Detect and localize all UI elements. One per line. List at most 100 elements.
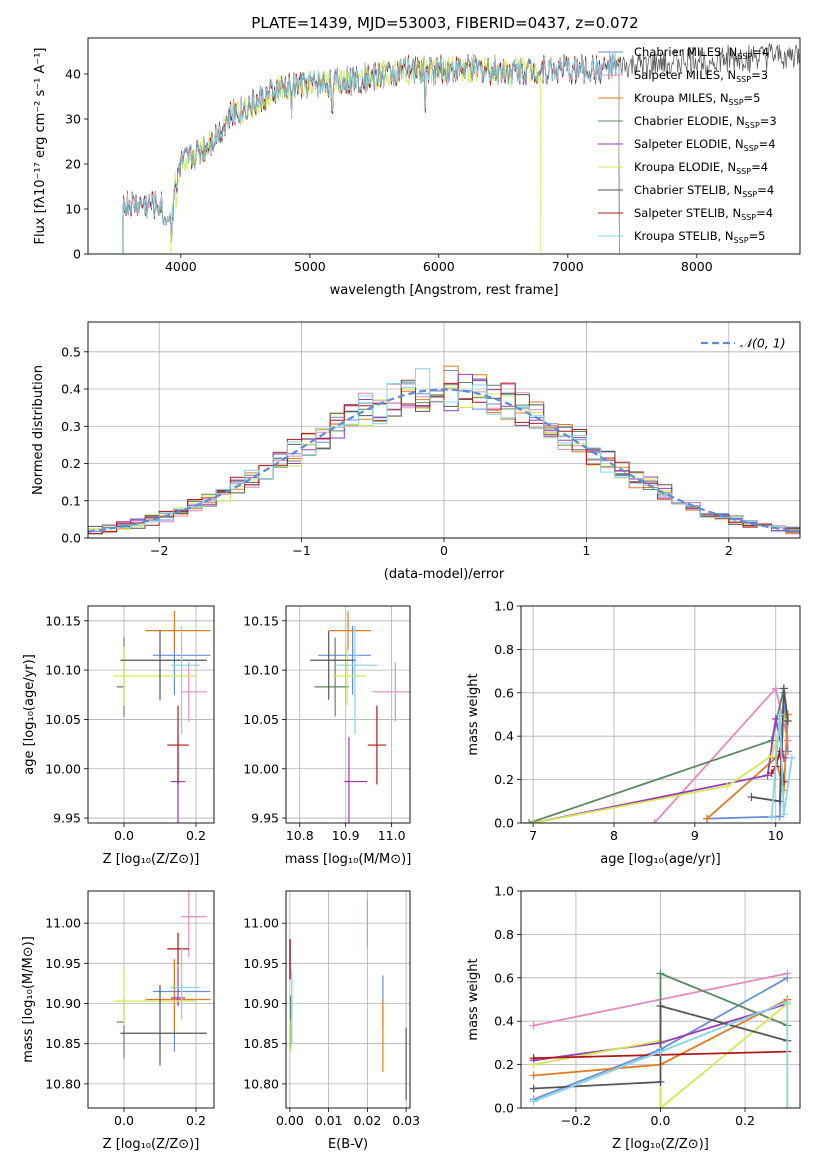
x-axis-label: (data-model)/error (384, 567, 505, 582)
y-tick-label: 9.95 (251, 811, 279, 826)
y-tick-label: 40 (65, 67, 81, 82)
mass-weight-vs-metallicity-panel: −0.2 0.0 0.2 0.0 0.2 0.4 0.6 0.8 1.0 Z [log₁₀(Z/Z… (466, 884, 801, 1152)
x-axis-label: Z [log₁₀(Z/Z⊙)] (103, 1137, 200, 1152)
weight-point (650, 819, 659, 823)
y-tick-label: 10.90 (243, 996, 279, 1011)
weight-point (783, 717, 792, 726)
weight-point (529, 1054, 538, 1063)
y-tick-label: 0.0 (494, 816, 514, 831)
y-tick-label: 0.4 (494, 1014, 514, 1029)
x-tick-label: 1 (582, 543, 590, 558)
weight-point (783, 969, 792, 978)
axes-frame (87, 605, 215, 824)
x-tick-label: 0.2 (735, 1113, 755, 1128)
y-tick-label: 0.8 (494, 642, 514, 657)
x-tick-label: −0.2 (561, 1113, 591, 1128)
axes-frame (520, 605, 801, 824)
legend-label: Kroupa ELODIE, NSSP=4 (634, 160, 768, 176)
weight-point (787, 753, 796, 762)
y-tick-label: 0.2 (61, 456, 81, 471)
y-tick-label: 10.95 (45, 956, 81, 971)
weight-point (779, 810, 788, 819)
weight-point (529, 1097, 538, 1106)
weight-line (533, 1004, 788, 1090)
x-tick-label: 0.0 (651, 1113, 671, 1128)
y-tick-label: 10.05 (243, 712, 279, 727)
x-tick-label: 0.0 (114, 1113, 134, 1128)
spectrum-plot-area (122, 42, 800, 254)
weight-point (656, 969, 665, 978)
y-axis-label: age [log₁₀(age/yr)] (22, 654, 37, 775)
y-tick-label: 10.80 (243, 1076, 279, 1091)
y-tick-label: 10.15 (45, 613, 81, 628)
weight-point (529, 1084, 538, 1093)
weight-point (529, 819, 538, 823)
y-axis-label: Normed distribution (31, 365, 46, 495)
y-tick-label: 10.90 (45, 996, 81, 1011)
weight-point (723, 782, 732, 791)
mass-weight-vs-age-panel: 7 8 9 10 0.0 0.2 0.4 0.6 0.8 1.0 age [log₁₀(age/yr… (466, 599, 801, 867)
residual-histogram-panel: −2 −1 0 1 2 0.0 0.1 0.2 0.3 0.4 0.5 (data-model)/er… (31, 321, 801, 582)
age-vs-metallicity-plot-area (113, 610, 211, 823)
y-tick-label: 9.95 (53, 811, 81, 826)
spectrum-line (122, 52, 620, 254)
axes-frame (87, 890, 215, 1109)
axes-frame (87, 37, 801, 255)
y-tick-label: 0 (73, 247, 81, 262)
y-tick-label: 0.2 (494, 1057, 514, 1072)
x-tick-label: 0.2 (186, 1113, 206, 1128)
y-tick-label: 0.0 (61, 531, 81, 546)
legend-label: Chabrier STELIB, NSSP=4 (634, 183, 774, 199)
legend-label: Chabrier MILES, NSSP=4 (634, 45, 769, 61)
weight-line (533, 1000, 789, 1108)
legend-label: Salpeter ELODIE, NSSP=4 (634, 137, 776, 153)
x-axis-label: mass [log₁₀(M/M⊙)] (285, 852, 412, 867)
weight-point (775, 710, 784, 719)
weight-point (525, 819, 534, 823)
legend-label: Salpeter STELIB, NSSP=4 (634, 206, 773, 222)
axes-frame (285, 890, 411, 1109)
y-tick-label: 0.3 (61, 419, 81, 434)
x-tick-label: 0.03 (392, 1113, 420, 1128)
gaussian-curve (88, 388, 800, 533)
age-vs-mass-plot-area (310, 610, 410, 823)
legend-label: Salpeter MILES, NSSP=3 (634, 68, 768, 84)
age-vs-metallicity-panel: 0.0 0.2 9.95 10.00 10.05 10.10 10.15 Z [log₁₀(Z… (22, 605, 215, 867)
axes-frame (87, 321, 801, 539)
y-tick-label: 10.85 (45, 1036, 81, 1051)
figure-title: PLATE=1439, MJD=53003, FIBERID=0437, z=0… (251, 14, 638, 32)
y-tick-label: 11.00 (45, 916, 81, 931)
x-tick-label: 7 (529, 828, 537, 843)
spectrum-line (122, 53, 620, 254)
y-tick-label: 11.00 (243, 916, 279, 931)
y-tick-label: 0.2 (494, 772, 514, 787)
y-axis-label: mass [log₁₀(M/M⊙)] (21, 936, 36, 1063)
y-tick-label: 10.00 (243, 761, 279, 776)
y-tick-label: 0.0 (494, 1101, 514, 1116)
weight-point (747, 792, 756, 801)
x-tick-label: 2 (725, 543, 733, 558)
x-tick-label: 6000 (423, 259, 455, 274)
spectrum-line (122, 52, 620, 254)
x-axis-label: age [log₁₀(age/yr)] (600, 852, 721, 867)
weight-point (783, 997, 792, 1006)
mass-vs-ebv-plot-area (289, 899, 407, 1100)
y-tick-label: 0.4 (494, 729, 514, 744)
weight-point (783, 1104, 792, 1108)
x-axis-label: wavelength [Angstrom, rest frame] (330, 283, 559, 298)
x-tick-label: 11.0 (378, 828, 406, 843)
y-tick-label: 10.15 (243, 613, 279, 628)
mass-vs-metallicity-plot-area (113, 891, 211, 1066)
y-tick-label: 0.8 (494, 927, 514, 942)
y-axis-label: mass weight (466, 958, 481, 1040)
axes-frame (520, 890, 801, 1109)
legend-label: Kroupa STELIB, NSSP=5 (634, 229, 765, 245)
x-tick-label: 0.2 (186, 828, 206, 843)
weight-point (656, 1047, 665, 1056)
y-tick-label: 20 (65, 157, 81, 172)
spectrum-line (122, 53, 620, 254)
x-axis-label: E(B-V) (328, 1137, 368, 1152)
x-tick-label: 8000 (681, 259, 713, 274)
weight-line (528, 688, 785, 823)
